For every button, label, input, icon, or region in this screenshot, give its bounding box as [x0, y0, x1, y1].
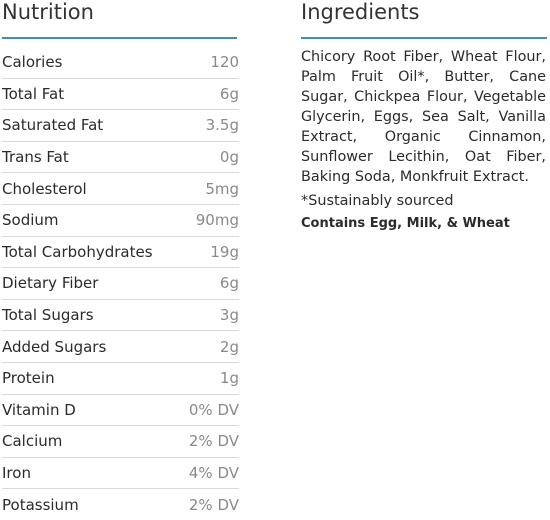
nutrient-value: 2g	[219, 337, 239, 356]
nutrient-label: Vitamin D	[2, 400, 76, 419]
nutrient-value: 120	[210, 53, 239, 72]
nutrition-heading: Nutrition	[2, 0, 94, 24]
table-row: Total Sugars 3g	[2, 300, 239, 332]
nutrient-value: 3g	[219, 306, 239, 325]
table-row: Potassium 2% DV	[2, 489, 239, 520]
table-row: Saturated Fat 3.5g	[2, 110, 239, 142]
nutrition-panel: Nutrition Calories 120 Total Fat 6g Saturate…	[2, 0, 239, 520]
ingredients-panel: Ingredients Chicory Root Fiber, Wheat Fl…	[301, 0, 547, 231]
nutrient-label: Trans Fat	[2, 148, 69, 167]
allergen-statement: Contains Egg, Milk, & Wheat	[301, 216, 510, 231]
table-row: Iron 4% DV	[2, 458, 239, 490]
nutrient-label: Total Fat	[2, 84, 65, 103]
nutrient-label: Potassium	[2, 495, 79, 514]
nutrient-value: 5mg	[205, 179, 239, 198]
nutrient-value: 90mg	[195, 211, 239, 230]
nutrient-label: Calories	[2, 53, 63, 72]
table-row: Calcium 2% DV	[2, 426, 239, 458]
nutrient-label: Protein	[2, 369, 55, 388]
nutrient-value: 6g	[219, 84, 239, 103]
nutrient-value: 4% DV	[188, 464, 239, 483]
nutrient-value: 2% DV	[188, 432, 239, 451]
nutrient-label: Saturated Fat	[2, 116, 104, 135]
table-row: Protein 1g	[2, 363, 239, 395]
nutrient-label: Iron	[2, 464, 31, 483]
table-row: Vitamin D 0% DV	[2, 395, 239, 427]
table-row: Added Sugars 2g	[2, 331, 239, 363]
table-row: Sodium 90mg	[2, 205, 239, 237]
ingredients-divider	[301, 37, 547, 39]
table-row: Cholesterol 5mg	[2, 173, 239, 205]
nutrient-value: 2% DV	[188, 495, 239, 514]
nutrient-value: 0% DV	[188, 400, 239, 419]
nutrition-table: Calories 120 Total Fat 6g Saturated Fat 3.5g T…	[2, 47, 239, 520]
nutrient-value: 6g	[219, 274, 239, 293]
table-row: Total Carbohydrates 19g	[2, 237, 239, 269]
table-row: Dietary Fiber 6g	[2, 268, 239, 300]
nutrient-label: Cholesterol	[2, 179, 87, 198]
nutrient-value: 0g	[219, 148, 239, 167]
nutrition-divider	[2, 37, 237, 39]
nutrient-label: Total Sugars	[2, 306, 94, 325]
table-row: Calories 120	[2, 47, 239, 79]
nutrient-label: Dietary Fiber	[2, 274, 99, 293]
nutrient-label: Added Sugars	[2, 337, 107, 356]
sourcing-note: *Sustainably sourced	[301, 193, 454, 209]
ingredients-list: Chicory Root Fiber, Wheat Flour, Palm Fr…	[301, 49, 546, 185]
nutrient-value: 3.5g	[205, 116, 239, 135]
nutrient-label: Total Carbohydrates	[2, 242, 153, 261]
table-row: Total Fat 6g	[2, 79, 239, 111]
nutrient-label: Sodium	[2, 211, 59, 230]
nutrient-value: 19g	[210, 242, 239, 261]
nutrient-value: 1g	[219, 369, 239, 388]
ingredients-heading: Ingredients	[301, 0, 420, 24]
nutrient-label: Calcium	[2, 432, 63, 451]
table-row: Trans Fat 0g	[2, 142, 239, 174]
